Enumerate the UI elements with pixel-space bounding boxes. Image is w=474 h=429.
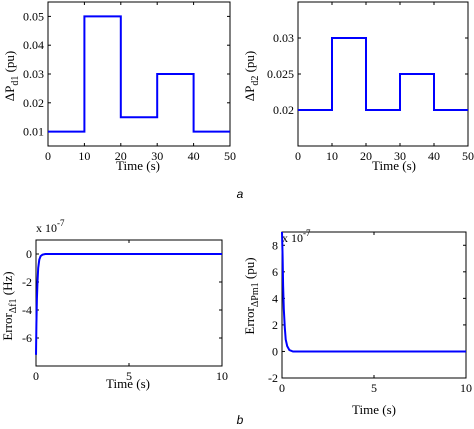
c2-ylabel-sub: d2 <box>250 76 261 86</box>
c4-exponent: x 10-7 <box>282 228 311 245</box>
c3-ylabel-main: Error <box>0 313 15 341</box>
c4-xtick-label: 0 <box>279 381 285 395</box>
c4-ylabel: ErrorΔPm1 (pu) <box>242 257 261 334</box>
c4-ytick-label: -2 <box>268 371 278 385</box>
c3-xlabel: Time (s) <box>106 376 150 391</box>
c1-xtick-label: 0 <box>45 149 51 163</box>
c3-xtick-label: 0 <box>33 369 39 383</box>
c2-xtick-label: 30 <box>394 149 406 163</box>
c2-ytick-label: 0.02 <box>273 103 294 117</box>
c1-xtick-label: 30 <box>151 149 163 163</box>
panel-label-a: a <box>237 187 244 201</box>
c1-ytick-label: 0.03 <box>23 67 44 81</box>
c2-ytick-label: 0.025 <box>267 67 294 81</box>
c3-exponent-base: x 10 <box>36 221 57 235</box>
c2-xtick-label: 10 <box>326 149 338 163</box>
c3-ytick-label: 0 <box>26 247 32 261</box>
c1-ytick-label: 0.05 <box>23 9 44 23</box>
c4-xlabel: Time (s) <box>352 402 396 417</box>
c4-ylabel-unit: (pu) <box>242 257 257 282</box>
c2-xtick-label: 40 <box>428 149 440 163</box>
c3-xtick-label: 5 <box>126 369 132 383</box>
c4-ytick-label: 2 <box>272 318 278 332</box>
c4-ylabel-sub: ΔPm1 <box>250 282 261 307</box>
c2-series-line <box>298 37 468 111</box>
c2-ylabel-main: ΔP <box>242 86 257 102</box>
c3-series-line <box>35 253 222 355</box>
c1-ytick-label: 0.04 <box>23 38 44 52</box>
chart-error-dpm1: Time (s) ErrorΔPm1 (pu) x 10-7 0 5 10 8 6 4 2 0… <box>242 228 472 417</box>
c4-exponent-base: x 10 <box>282 231 303 245</box>
c2-xtick-label: 0 <box>295 149 301 163</box>
chart-delta-pd1: Time (s) ΔPd1 (pu) 0 10 20 30 40 50 0.01 0.02 0.… <box>2 1 236 173</box>
c3-ylabel: ErrorΔf1 (Hz) <box>0 271 19 340</box>
c1-ylabel-sub: d1 <box>10 76 21 86</box>
c2-ylabel: ΔPd2 (pu) <box>242 51 261 102</box>
c3-exponent: x 10-7 <box>36 218 65 235</box>
c1-ytick-label: 0.01 <box>23 125 44 139</box>
c3-ytick-label: -4 <box>22 303 32 317</box>
c1-xtick-label: 20 <box>115 149 127 163</box>
c3-xtick-label: 10 <box>216 369 228 383</box>
c4-xtick-label: 5 <box>371 381 377 395</box>
c1-ylabel-main: ΔP <box>2 86 17 102</box>
c1-xtick-label: 50 <box>224 149 236 163</box>
c1-xtick-label: 10 <box>78 149 90 163</box>
c1-xlabel: Time (s) <box>116 158 160 173</box>
c3-ytick-label: -6 <box>22 331 32 345</box>
c3-ylabel-unit: (Hz) <box>0 271 15 298</box>
c4-ytick-label: 0 <box>272 344 278 358</box>
c2-xtick-label: 50 <box>462 149 474 163</box>
c4-plot-frame <box>281 231 467 379</box>
c4-ytick-label: 8 <box>272 238 278 252</box>
c4-xtick-label: 10 <box>460 381 472 395</box>
chart-delta-pd2: Time (s) ΔPd2 (pu) 0 10 20 30 40 50 0.02 0.025 0… <box>242 1 474 173</box>
c2-plot-frame <box>297 1 469 147</box>
c1-ylabel-unit: (pu) <box>2 51 17 76</box>
c4-exponent-power: -7 <box>303 228 311 238</box>
c2-ytick-label: 0.03 <box>273 31 294 45</box>
c3-ytick-label: -2 <box>22 275 32 289</box>
chart-error-df1: Time (s) ErrorΔf1 (Hz) x 10-7 0 5 10 0 -2 -4 -… <box>0 218 228 391</box>
c1-ytick-label: 0.02 <box>23 96 44 110</box>
c1-series-line <box>48 15 230 133</box>
c4-ytick-label: 6 <box>272 265 278 279</box>
c2-xtick-label: 20 <box>360 149 372 163</box>
c4-series-line <box>281 231 466 353</box>
c1-plot-frame <box>47 1 231 147</box>
c4-ylabel-main: Error <box>242 306 257 334</box>
panel-label-b: b <box>237 413 244 427</box>
c2-ylabel-unit: (pu) <box>242 51 257 76</box>
c2-xlabel: Time (s) <box>372 158 416 173</box>
c1-xtick-label: 40 <box>188 149 200 163</box>
c4-ytick-label: 4 <box>272 291 278 305</box>
c3-plot-frame <box>35 239 223 367</box>
c3-ylabel-sub: Δf1 <box>8 298 19 313</box>
c3-exponent-power: -7 <box>57 218 65 228</box>
c1-ylabel: ΔPd1 (pu) <box>2 51 21 102</box>
